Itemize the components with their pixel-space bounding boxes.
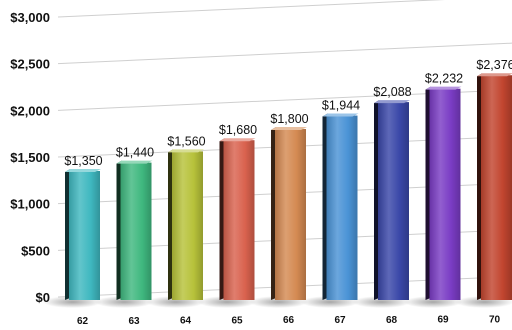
x-tick-label: 65 [231, 315, 243, 325]
y-tick-label: $500 [21, 243, 50, 258]
bar-front [172, 151, 203, 300]
bar-64 [168, 149, 204, 300]
bar-top [425, 86, 462, 90]
bar-side [425, 86, 431, 301]
bar-66 [271, 127, 307, 300]
bar-62 [65, 169, 101, 300]
x-tick-label: 69 [437, 315, 449, 325]
bar-68 [374, 100, 410, 301]
bar-top [374, 100, 410, 104]
bar-side [271, 127, 276, 300]
bars [65, 73, 512, 301]
bar-top [168, 149, 204, 153]
x-tick-label: 67 [334, 315, 346, 325]
x-tick-label: 62 [77, 316, 89, 325]
bar-value-label: $2,088 [373, 85, 411, 99]
bar-value-label: $1,800 [270, 112, 308, 126]
bar-value-labels: $1,350 $1,440 $1,560 $1,680 $1,800 $1,944 $2,0… [64, 58, 512, 168]
bar-value-label: $1,440 [116, 146, 154, 160]
x-tick-label: 64 [180, 316, 192, 325]
gridline [57, 42, 512, 65]
x-tick-label: 68 [386, 315, 398, 325]
bar-front [275, 129, 306, 300]
bar-side [374, 100, 379, 301]
bar-top [322, 113, 359, 117]
bar-front [429, 88, 461, 301]
bar-value-label: $2,232 [425, 72, 463, 86]
bar-side [116, 160, 122, 300]
x-tick-label: 70 [489, 314, 501, 325]
bar-value-label: $1,560 [167, 134, 205, 148]
bar-top [477, 73, 512, 77]
bar-67 [322, 113, 359, 300]
bar-69 [425, 86, 462, 301]
bar-top [65, 169, 101, 172]
bar-side [219, 138, 225, 300]
bar-front [69, 171, 100, 300]
bar-side [322, 113, 328, 300]
bar-front [481, 75, 512, 301]
bar-value-label: $1,944 [322, 99, 360, 113]
y-tick-label: $2,000 [10, 103, 50, 118]
x-axis-tick-labels: 62 63 64 65 66 67 68 69 70 [77, 314, 501, 327]
gridline [57, 0, 446, 18]
bar-70 [477, 73, 512, 301]
bar-front [223, 140, 255, 300]
bar-top [271, 127, 307, 130]
bar-63 [116, 160, 153, 300]
bar-value-label: $1,680 [219, 123, 257, 137]
y-tick-label: $3,000 [10, 10, 50, 25]
bar-side [168, 149, 173, 300]
bar-side [65, 169, 70, 300]
bar-front [120, 162, 152, 300]
y-tick-label: $1,000 [10, 197, 50, 212]
bar-front [326, 115, 358, 300]
y-tick-label: $2,500 [10, 57, 50, 72]
bar-top [219, 138, 256, 142]
y-tick-label: $0 [36, 290, 50, 305]
bar-value-label: $1,350 [64, 154, 102, 168]
bar-value-label: $2,376 [476, 58, 512, 72]
bar-65 [219, 138, 256, 300]
x-tick-label: 63 [128, 316, 140, 325]
y-tick-label: $1,500 [10, 150, 50, 165]
y-axis-tick-labels: $0 $500 $1,000 $1,500 $2,000 $2,500 $3,000 [10, 10, 50, 305]
bar-top [116, 160, 153, 164]
bar-side [477, 73, 482, 301]
x-tick-label: 66 [283, 315, 295, 325]
bar-front [378, 102, 409, 301]
